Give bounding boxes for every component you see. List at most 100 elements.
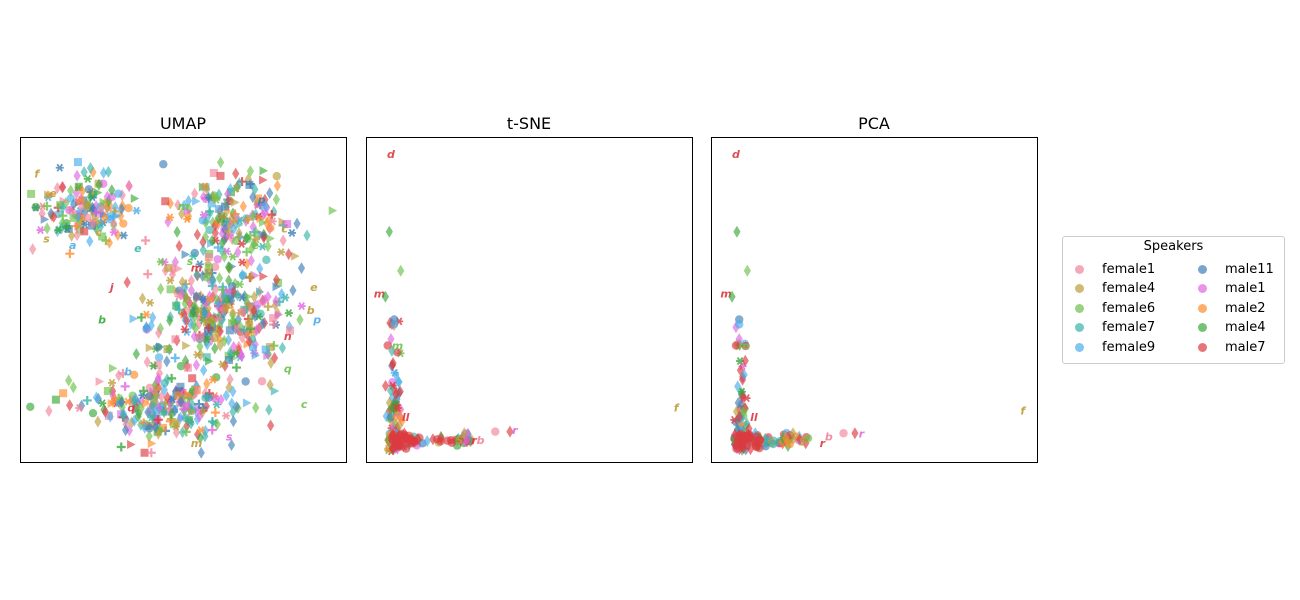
tsne-point	[390, 320, 399, 329]
pca-point	[730, 415, 739, 424]
umap-point	[94, 217, 104, 227]
umap-point	[230, 340, 238, 353]
tsne-point	[443, 436, 452, 445]
umap-point	[267, 210, 277, 220]
umap-point	[82, 395, 92, 405]
umap-point	[118, 189, 126, 202]
legend-label: male1	[1225, 281, 1266, 296]
umap-point	[105, 236, 114, 249]
legend-item-female1: female1	[1075, 261, 1155, 277]
umap-point	[129, 314, 139, 324]
umap-point	[119, 409, 127, 422]
umap-point	[146, 448, 156, 458]
umap-point	[192, 359, 201, 372]
tsne-point	[437, 432, 445, 445]
umap-point	[191, 187, 199, 200]
umap-point	[36, 226, 45, 235]
legend-label: female1	[1102, 261, 1156, 277]
umap-point	[143, 269, 153, 279]
umap-point	[269, 320, 279, 330]
umap-point	[193, 228, 201, 241]
umap-point-label: c	[301, 398, 308, 411]
umap-point	[229, 385, 237, 398]
umap-point	[267, 419, 275, 432]
umap-point	[181, 427, 191, 437]
umap-point	[166, 276, 175, 285]
umap-point	[188, 374, 197, 383]
tsne-point	[387, 333, 395, 345]
legend-label: male7	[1225, 339, 1266, 355]
umap-point	[182, 292, 191, 305]
umap-point	[45, 405, 53, 418]
umap-point	[166, 213, 175, 222]
tsne-point	[396, 411, 404, 424]
tsne-point	[394, 375, 403, 388]
umap-point	[207, 425, 217, 435]
umap-point	[101, 211, 109, 224]
umap-point	[42, 201, 52, 211]
umap-point	[142, 324, 151, 333]
umap-point	[259, 218, 268, 228]
umap-point	[27, 189, 36, 198]
umap-point	[99, 166, 108, 179]
legend-item-male7: male7	[1198, 339, 1266, 355]
umap-point	[75, 225, 84, 234]
umap-point	[114, 189, 123, 198]
umap-point	[241, 377, 250, 386]
umap-point	[80, 227, 89, 236]
umap-point	[210, 333, 220, 343]
umap-point	[213, 255, 222, 264]
pca-point	[782, 431, 790, 444]
umap-point	[176, 411, 185, 424]
umap-point	[263, 302, 273, 312]
pca-point-label: m	[738, 340, 749, 353]
umap-point	[104, 165, 112, 178]
umap-point	[54, 226, 63, 235]
tsne-point	[392, 368, 400, 381]
umap-point	[166, 285, 175, 294]
tsne-point	[423, 435, 431, 448]
umap-point	[47, 207, 55, 220]
umap-point	[66, 399, 74, 412]
umap-point	[197, 446, 205, 459]
umap-point	[229, 308, 237, 321]
umap-point	[245, 335, 253, 348]
legend-swatch	[1075, 264, 1084, 274]
umap-point	[181, 413, 191, 423]
umap-point	[231, 197, 240, 207]
umap-point	[270, 352, 279, 365]
umap-point	[176, 382, 185, 391]
umap-point	[189, 308, 198, 317]
tsne-point	[506, 425, 514, 438]
umap-point	[291, 251, 300, 261]
tsne-point	[391, 403, 399, 416]
pca-point	[769, 439, 778, 449]
umap-point	[132, 348, 140, 361]
umap-point	[216, 339, 224, 352]
umap-point	[219, 211, 228, 221]
legend-item-female9: female9	[1075, 339, 1155, 355]
umap-point	[209, 375, 218, 384]
umap-point	[147, 413, 156, 422]
umap-point	[204, 323, 214, 333]
umap-point	[233, 289, 242, 302]
umap-point	[132, 206, 141, 215]
umap-point	[211, 394, 220, 403]
umap-point	[129, 370, 139, 379]
pca-point	[734, 380, 742, 393]
pca-point-label: r	[859, 427, 865, 440]
umap-point-label: m	[191, 262, 202, 275]
legend-item-female4: female4	[1075, 281, 1155, 297]
umap-point-label: b	[124, 366, 132, 379]
umap-point	[149, 361, 158, 370]
umap-point-label: s	[187, 255, 194, 268]
umap-point	[158, 407, 167, 416]
legend-title: Speakers	[1143, 239, 1204, 254]
umap-point	[202, 353, 211, 362]
tsne-point	[397, 264, 405, 277]
umap-point-label: j	[108, 281, 114, 294]
umap-point	[266, 223, 275, 233]
umap-point	[222, 411, 231, 420]
umap-point	[147, 438, 157, 448]
